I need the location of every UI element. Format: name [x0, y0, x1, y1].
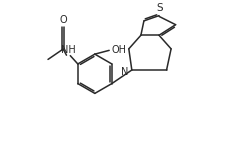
Text: S: S [156, 3, 163, 13]
Text: OH: OH [111, 45, 127, 55]
Text: N: N [121, 67, 129, 76]
Text: NH: NH [61, 45, 75, 55]
Text: O: O [59, 15, 67, 25]
